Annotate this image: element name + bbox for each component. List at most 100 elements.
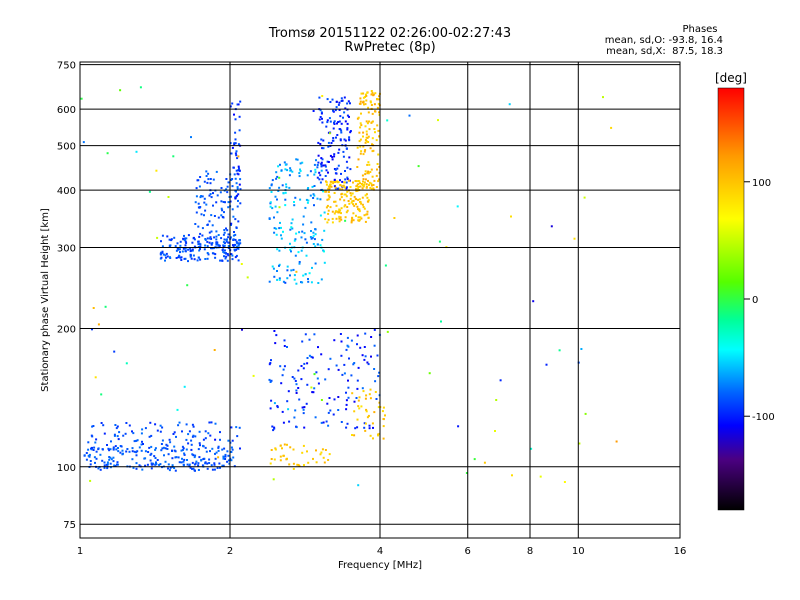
data-point — [325, 125, 328, 128]
data-point — [141, 428, 144, 431]
data-point — [144, 427, 147, 430]
data-point — [113, 350, 116, 353]
data-point — [368, 163, 371, 166]
data-point — [325, 183, 328, 186]
data-point — [116, 425, 119, 428]
data-point — [284, 168, 287, 171]
data-point — [95, 457, 98, 460]
data-point — [357, 183, 360, 186]
data-point — [378, 98, 380, 101]
data-point — [195, 187, 198, 190]
data-point — [345, 187, 348, 190]
data-point — [304, 273, 307, 276]
data-point — [365, 133, 368, 136]
data-point — [161, 250, 164, 253]
data-point — [370, 355, 372, 358]
data-point — [364, 96, 367, 98]
data-point — [351, 216, 354, 219]
data-point — [279, 459, 282, 462]
data-point — [316, 164, 319, 166]
data-point — [360, 112, 362, 115]
data-point — [349, 192, 352, 195]
data-point — [176, 247, 179, 250]
data-point — [368, 427, 371, 430]
data-point — [175, 249, 178, 252]
data-point — [377, 406, 380, 409]
data-point — [346, 336, 349, 339]
data-point — [343, 205, 346, 208]
data-point — [121, 449, 124, 452]
data-point — [295, 389, 298, 392]
data-point — [184, 244, 187, 247]
data-point — [363, 103, 365, 106]
data-point — [573, 237, 576, 240]
data-point — [341, 185, 344, 188]
data-point — [345, 147, 348, 150]
data-point — [148, 435, 151, 438]
data-point — [334, 109, 337, 112]
data-point — [364, 170, 367, 173]
data-point — [238, 169, 241, 172]
data-point — [333, 120, 336, 123]
data-point — [328, 117, 331, 120]
data-point — [209, 182, 212, 185]
data-point — [153, 455, 156, 458]
data-point — [373, 128, 376, 130]
data-point — [295, 392, 298, 394]
data-point — [377, 375, 380, 378]
data-point — [122, 452, 124, 455]
data-point — [344, 193, 347, 196]
data-point — [106, 152, 109, 155]
data-point — [212, 252, 215, 255]
data-point — [271, 425, 274, 428]
data-point — [236, 247, 239, 250]
data-point — [320, 278, 323, 281]
data-point — [188, 465, 191, 468]
data-point — [356, 205, 359, 208]
data-point — [233, 231, 235, 233]
data-point — [199, 196, 202, 199]
data-point — [183, 257, 186, 260]
data-point — [217, 216, 220, 219]
data-point — [355, 189, 358, 192]
data-point — [117, 438, 120, 441]
data-point — [237, 259, 240, 262]
data-point — [368, 393, 371, 396]
data-point — [91, 446, 93, 449]
data-point — [314, 262, 317, 265]
data-point — [367, 161, 370, 164]
data-point — [344, 139, 347, 142]
data-point — [368, 120, 370, 123]
data-point — [334, 181, 337, 183]
data-point — [370, 90, 373, 92]
data-point — [337, 396, 340, 398]
data-point — [234, 131, 237, 134]
data-point — [173, 467, 176, 469]
data-point — [289, 274, 291, 277]
data-point — [194, 454, 197, 457]
data-point — [118, 431, 121, 434]
data-point — [335, 136, 337, 139]
data-point — [337, 151, 340, 154]
data-point — [373, 411, 376, 414]
data-point — [269, 462, 272, 465]
data-point — [545, 363, 548, 366]
data-point — [326, 121, 329, 124]
data-point — [343, 363, 346, 366]
data-point — [141, 440, 143, 443]
data-point — [273, 427, 276, 430]
data-point — [114, 445, 117, 448]
data-point — [289, 169, 292, 172]
data-point — [186, 463, 189, 466]
data-point — [210, 464, 213, 467]
data-point — [364, 139, 367, 141]
data-point — [321, 117, 323, 120]
data-point — [271, 265, 274, 268]
data-point — [161, 234, 164, 237]
data-point — [299, 170, 302, 172]
data-point — [300, 378, 303, 381]
data-point — [312, 457, 314, 460]
data-point — [235, 226, 238, 229]
data-point — [372, 184, 375, 186]
data-point — [319, 174, 322, 177]
